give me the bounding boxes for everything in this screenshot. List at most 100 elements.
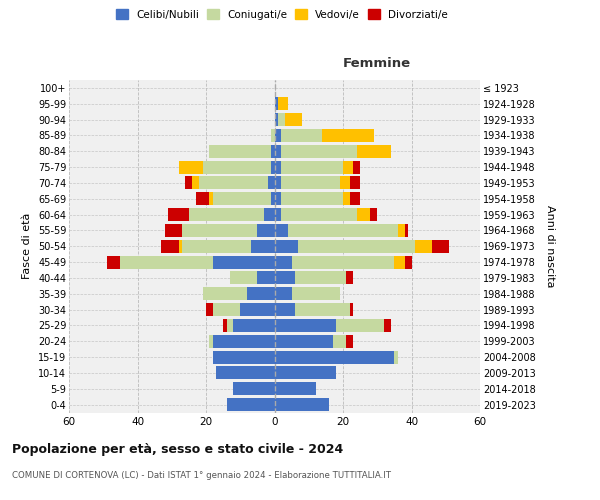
Bar xyxy=(415,240,432,252)
Bar xyxy=(227,319,233,332)
Text: COMUNE DI CORTENOVA (LC) - Dati ISTAT 1° gennaio 2024 - Elaborazione TUTTITALIA.: COMUNE DI CORTENOVA (LC) - Dati ISTAT 1°… xyxy=(12,471,391,480)
Bar xyxy=(275,350,394,364)
Bar xyxy=(333,335,346,347)
Bar xyxy=(275,224,288,237)
Bar xyxy=(370,208,377,221)
Bar xyxy=(275,288,292,300)
Bar xyxy=(275,240,298,252)
Bar xyxy=(404,224,408,237)
Bar xyxy=(213,335,275,347)
Bar xyxy=(275,129,281,142)
Bar xyxy=(182,240,251,252)
Text: Popolazione per età, sesso e stato civile - 2024: Popolazione per età, sesso e stato civil… xyxy=(12,442,343,456)
Bar xyxy=(257,272,275,284)
Bar xyxy=(264,208,275,221)
Bar xyxy=(285,113,302,126)
Bar xyxy=(275,382,316,395)
Text: Femmine: Femmine xyxy=(343,57,412,70)
Bar xyxy=(213,303,240,316)
Bar xyxy=(209,145,271,158)
Bar xyxy=(281,192,343,205)
Bar xyxy=(240,303,275,316)
Bar xyxy=(268,176,275,190)
Bar xyxy=(353,160,360,173)
Bar xyxy=(275,303,295,316)
Bar xyxy=(398,224,404,237)
Bar xyxy=(233,319,275,332)
Bar xyxy=(295,303,350,316)
Bar xyxy=(356,208,370,221)
Bar xyxy=(295,272,346,284)
Bar xyxy=(288,224,398,237)
Bar xyxy=(107,256,121,268)
Bar xyxy=(165,224,182,237)
Bar xyxy=(203,160,271,173)
Bar xyxy=(343,160,353,173)
Bar xyxy=(275,272,295,284)
Bar xyxy=(275,192,281,205)
Bar xyxy=(292,288,340,300)
Bar xyxy=(275,319,336,332)
Bar xyxy=(275,113,278,126)
Bar xyxy=(394,256,404,268)
Bar xyxy=(346,272,353,284)
Bar xyxy=(275,98,278,110)
Bar xyxy=(227,398,275,411)
Bar xyxy=(350,303,353,316)
Bar xyxy=(346,335,353,347)
Bar xyxy=(213,192,271,205)
Bar xyxy=(179,240,182,252)
Bar xyxy=(278,113,285,126)
Bar xyxy=(350,192,360,205)
Bar xyxy=(169,208,189,221)
Bar xyxy=(247,288,275,300)
Legend: Celibi/Nubili, Coniugati/e, Vedovi/e, Divorziati/e: Celibi/Nubili, Coniugati/e, Vedovi/e, Di… xyxy=(112,5,452,24)
Y-axis label: Fasce di età: Fasce di età xyxy=(22,213,32,280)
Bar xyxy=(340,176,350,190)
Bar xyxy=(275,398,329,411)
Bar xyxy=(209,192,213,205)
Bar xyxy=(161,240,179,252)
Bar xyxy=(384,319,391,332)
Bar xyxy=(189,208,264,221)
Bar xyxy=(233,382,275,395)
Bar xyxy=(275,176,281,190)
Bar xyxy=(275,160,281,173)
Bar xyxy=(199,176,268,190)
Bar xyxy=(281,160,343,173)
Bar xyxy=(230,272,257,284)
Bar xyxy=(121,256,213,268)
Bar xyxy=(292,256,394,268)
Bar xyxy=(196,192,209,205)
Bar xyxy=(350,176,360,190)
Bar xyxy=(275,145,281,158)
Bar xyxy=(271,160,275,173)
Bar xyxy=(281,129,322,142)
Bar xyxy=(281,145,357,158)
Bar xyxy=(179,160,203,173)
Bar xyxy=(281,176,340,190)
Bar xyxy=(206,303,213,316)
Bar xyxy=(223,319,227,332)
Bar xyxy=(275,335,333,347)
Bar xyxy=(193,176,199,190)
Bar xyxy=(185,176,193,190)
Bar xyxy=(336,319,384,332)
Y-axis label: Anni di nascita: Anni di nascita xyxy=(545,205,555,288)
Bar xyxy=(203,288,247,300)
Bar xyxy=(182,224,257,237)
Bar xyxy=(281,208,357,221)
Bar xyxy=(404,256,412,268)
Bar xyxy=(257,224,275,237)
Bar xyxy=(343,192,350,205)
Bar xyxy=(271,129,275,142)
Bar xyxy=(278,98,288,110)
Bar xyxy=(322,129,374,142)
Bar xyxy=(275,208,281,221)
Bar xyxy=(213,350,275,364)
Bar xyxy=(298,240,415,252)
Bar xyxy=(394,350,398,364)
Bar xyxy=(251,240,275,252)
Bar xyxy=(432,240,449,252)
Bar xyxy=(275,366,336,380)
